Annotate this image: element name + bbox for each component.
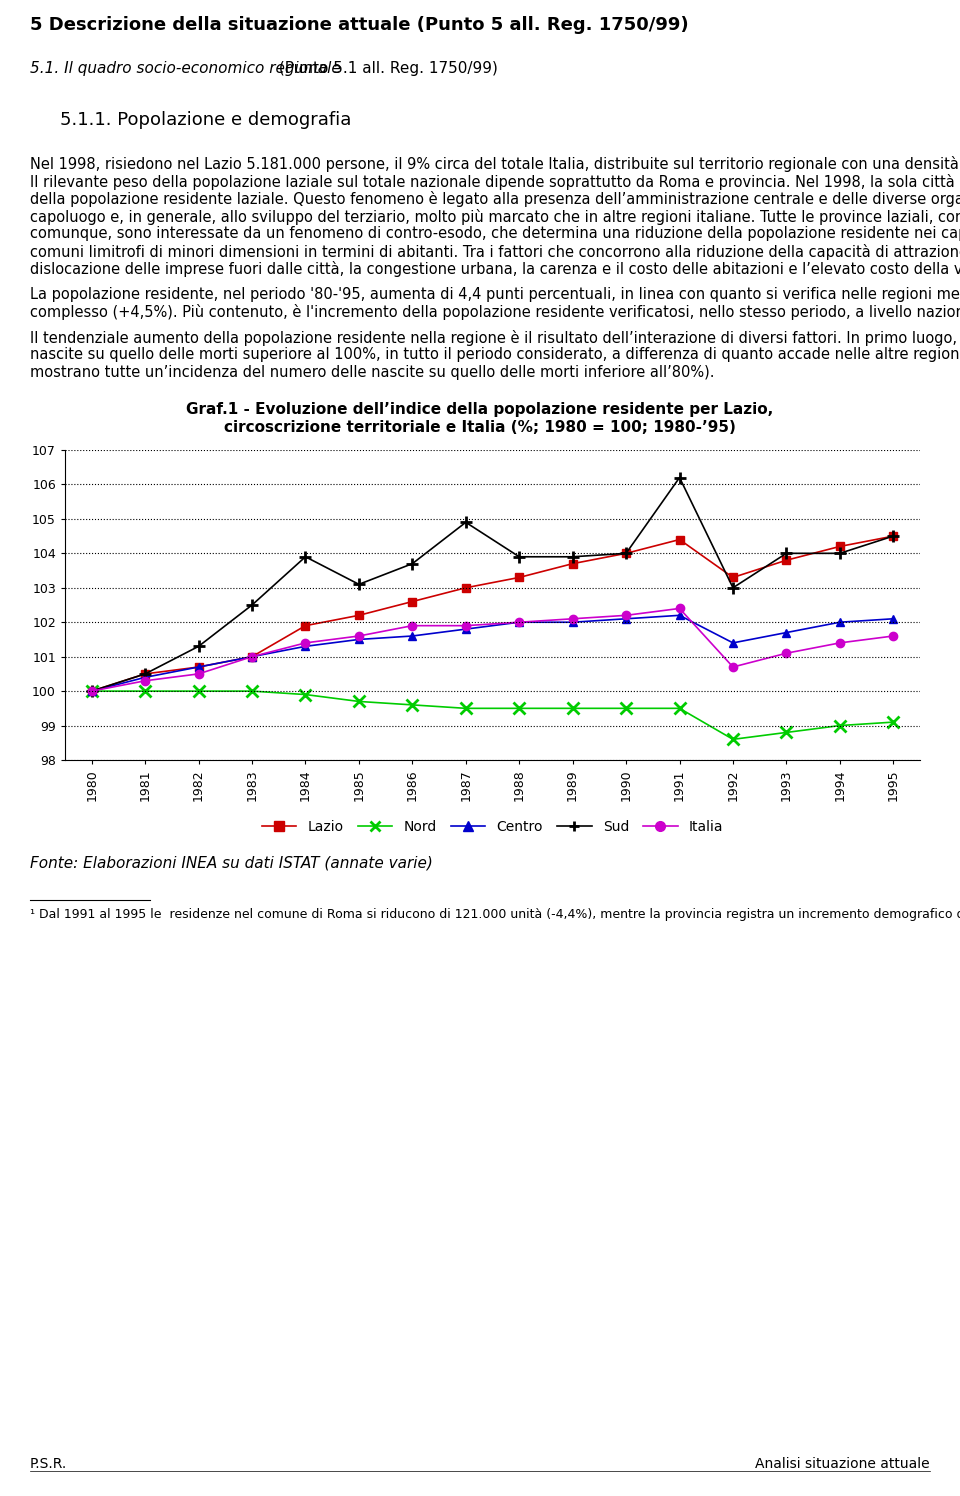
Text: 5.1. Il quadro socio-economico regionale: 5.1. Il quadro socio-economico regionale [30,61,341,76]
Text: 5 Descrizione della situazione attuale (Punto 5 all. Reg. 1750/99): 5 Descrizione della situazione attuale (… [30,16,688,34]
Text: comuni limitrofi di minori dimensioni in termini di abitanti. Tra i fattori che : comuni limitrofi di minori dimensioni in… [30,244,960,259]
Text: Graf.1 - Evoluzione dell’indice della popolazione residente per Lazio,: Graf.1 - Evoluzione dell’indice della po… [186,402,774,417]
Text: (Punto 5.1 all. Reg. 1750/99): (Punto 5.1 all. Reg. 1750/99) [274,61,498,76]
Text: mostrano tutte un’incidenza del numero delle nascite su quello delle morti infer: mostrano tutte un’incidenza del numero d… [30,365,714,380]
Text: P.S.R.: P.S.R. [30,1457,67,1471]
Legend: Lazio, Nord, Centro, Sud, Italia: Lazio, Nord, Centro, Sud, Italia [256,815,729,839]
Text: ¹ Dal 1991 al 1995 le  residenze nel comune di Roma si riducono di 121.000 unità: ¹ Dal 1991 al 1995 le residenze nel comu… [30,908,960,922]
Text: Nel 1998, risiedono nel Lazio 5.181.000 persone, il 9% circa del totale Italia, : Nel 1998, risiedono nel Lazio 5.181.000 … [30,156,960,172]
Text: dislocazione delle imprese fuori dalle città, la congestione urbana, la carenza : dislocazione delle imprese fuori dalle c… [30,260,960,277]
Text: Il tendenziale aumento della popolazione residente nella regione è il risultato : Il tendenziale aumento della popolazione… [30,329,960,346]
Text: nascite su quello delle morti superiore al 100%, in tutto il periodo considerato: nascite su quello delle morti superiore … [30,347,960,362]
Text: capoluogo e, in generale, allo sviluppo del terziario, molto più marcato che in : capoluogo e, in generale, allo sviluppo … [30,208,960,224]
Text: comunque, sono interessate da un fenomeno di contro-esodo, che determina una rid: comunque, sono interessate da un fenomen… [30,226,960,241]
Text: della popolazione residente laziale. Questo fenomeno è legato alla presenza dell: della popolazione residente laziale. Que… [30,191,960,206]
Text: Il rilevante peso della popolazione laziale sul totale nazionale dipende sopratt: Il rilevante peso della popolazione lazi… [30,174,960,190]
Text: circoscrizione territoriale e Italia (%; 1980 = 100; 1980-’95): circoscrizione territoriale e Italia (%;… [224,420,736,435]
Text: 5.1.1. Popolazione e demografia: 5.1.1. Popolazione e demografia [60,111,351,129]
Text: Fonte: Elaborazioni INEA su dati ISTAT (annate varie): Fonte: Elaborazioni INEA su dati ISTAT (… [30,856,433,871]
Text: complesso (+4,5%). Più contenuto, è l'incremento della popolazione residente ver: complesso (+4,5%). Più contenuto, è l'in… [30,304,960,320]
Text: La popolazione residente, nel periodo '80-'95, aumenta di 4,4 punti percentuali,: La popolazione residente, nel periodo '8… [30,287,960,302]
Text: Analisi situazione attuale: Analisi situazione attuale [756,1457,930,1471]
